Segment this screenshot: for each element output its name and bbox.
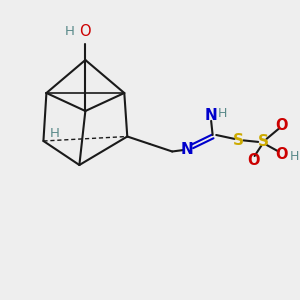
Text: O: O: [275, 118, 288, 133]
Text: O: O: [247, 153, 259, 168]
Text: H: H: [290, 150, 299, 163]
Text: N: N: [181, 142, 194, 158]
Text: O: O: [80, 24, 91, 39]
Text: S: S: [258, 134, 269, 149]
Text: S: S: [232, 133, 244, 148]
Text: O: O: [275, 147, 288, 162]
Text: H: H: [218, 106, 227, 120]
Text: N: N: [205, 108, 217, 123]
Text: H: H: [50, 127, 60, 140]
Text: H: H: [65, 25, 75, 38]
